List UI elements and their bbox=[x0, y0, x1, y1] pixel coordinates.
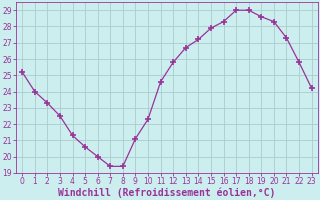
X-axis label: Windchill (Refroidissement éolien,°C): Windchill (Refroidissement éolien,°C) bbox=[58, 187, 276, 198]
